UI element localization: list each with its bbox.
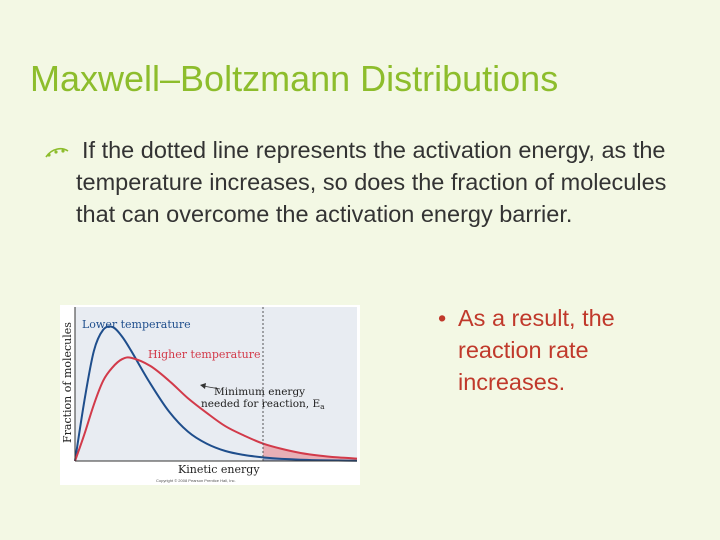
copyright-note: Copyright © 2008 Pearson Prentice Hall, … (156, 478, 236, 483)
maxwell-boltzmann-figure: Fraction of molecules Kinetic energy Low… (60, 305, 360, 485)
lower-temperature-curve (74, 325, 358, 462)
higher-temperature-curve (74, 356, 358, 462)
threshold-label-line2: needed for reaction, Ea (201, 398, 325, 411)
x-axis-label: Kinetic energy (178, 463, 260, 476)
sub-bullet-text: As a result, the reaction rate increases… (458, 305, 615, 395)
legend-higher-temperature: Higher temperature (148, 348, 261, 361)
threshold-label-line1: Minimum energy (214, 386, 305, 398)
y-axis-label: Fraction of molecules (61, 322, 74, 443)
main-bullet: If the dotted line represents the activa… (44, 134, 684, 230)
sub-bullet-dot: • (438, 305, 447, 331)
main-bullet-text: If the dotted line represents the activa… (76, 137, 667, 227)
threshold-arrowhead (200, 383, 206, 389)
threshold-arrow (202, 385, 221, 390)
higher-temperature-tail-fill (263, 443, 357, 461)
slide-title: Maxwell–Boltzmann Distributions (30, 58, 559, 99)
legend-lower-temperature: Lower temperature (82, 318, 191, 331)
plot-background (75, 307, 357, 461)
maxwell-boltzmann-chart: Fraction of molecules Kinetic energy Low… (61, 307, 358, 483)
sub-bullet: • As a result, the reaction rate increas… (438, 302, 678, 398)
bullet-arc-icon (45, 147, 69, 158)
